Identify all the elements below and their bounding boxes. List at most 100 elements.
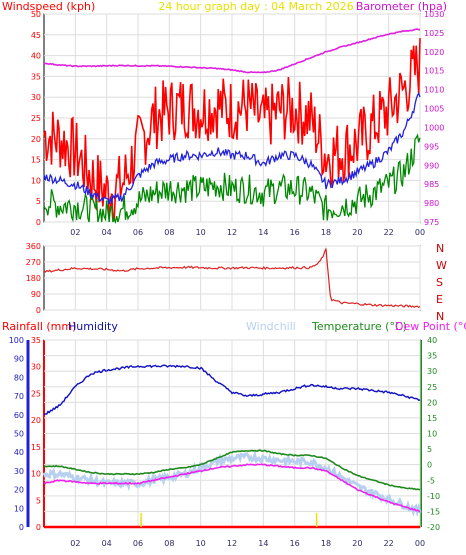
direction-tick-label: 0 (36, 306, 41, 315)
temperature-tick-label: 15 (427, 414, 437, 423)
windspeed-tick-label: 50 (31, 10, 41, 19)
windspeed-tick-label: 10 (31, 176, 41, 185)
windspeed-tick-label: 35 (31, 72, 41, 81)
compass-letter: N (436, 242, 444, 255)
humidity-tick-label: 30 (14, 467, 24, 476)
rainfall-axis-title: Rainfall (mm) (2, 320, 76, 333)
humidity-tick-label: 90 (14, 355, 24, 364)
humidity-tick-label: 0 (19, 523, 24, 532)
windspeed-average-series (43, 91, 421, 205)
temperature-tick-label: 5 (427, 445, 432, 454)
rain-tick-label: 25 (31, 389, 41, 398)
rain-tick-label: 20 (31, 416, 41, 425)
humidity-axis-title: Humidity (68, 320, 118, 333)
humidity-tick-label: 70 (14, 392, 24, 401)
temp-time-tick-label: 00 (415, 539, 425, 548)
temp-time-tick-label: 20 (352, 539, 362, 548)
wind-time-tick-label: 20 (352, 228, 362, 237)
windspeed-tick-label: 15 (31, 156, 41, 165)
temperature-series (43, 449, 421, 491)
compass-letter: W (436, 259, 447, 272)
temp-time-tick-label: 14 (258, 539, 268, 548)
barometer-tick-label: 1015 (424, 67, 444, 76)
humidity-tick-label: 50 (14, 430, 24, 439)
wind-pressure-ticks: 0510152025303540455097598098599099510001… (31, 10, 445, 237)
temp-humidity-series (42, 364, 422, 529)
wind-time-tick-label: 22 (384, 228, 394, 237)
wind-pressure-series (43, 28, 421, 225)
rain-tick-label: 10 (31, 470, 41, 479)
rain-tick-label: 0 (36, 523, 41, 532)
compass-letter: E (436, 293, 443, 306)
temp-humidity-ticks: -20-15-10-505101520253035400102030405060… (9, 336, 440, 548)
barometer-tick-label: 990 (424, 161, 439, 170)
temp-time-tick-label: 22 (384, 539, 394, 548)
barometer-tick-label: 1030 (424, 10, 444, 19)
windspeed-tick-label: 20 (31, 135, 41, 144)
windspeed-tick-label: 25 (31, 114, 41, 123)
barometer-axis-title: Barometer (hpa) (356, 0, 447, 13)
temperature-tick-label: -5 (427, 476, 435, 485)
barometer-tick-label: 1010 (424, 86, 444, 95)
windspeed-tick-label: 0 (36, 218, 41, 227)
barometer-tick-label: 1000 (424, 123, 444, 132)
humidity-tick-label: 80 (14, 373, 24, 382)
temperature-tick-label: -15 (427, 507, 440, 516)
temp-time-tick-label: 18 (321, 539, 331, 548)
temp-time-tick-label: 08 (164, 539, 174, 548)
wind-time-tick-label: 12 (227, 228, 237, 237)
barometer-tick-label: 1020 (424, 48, 444, 57)
wind-time-tick-label: 06 (133, 228, 143, 237)
wind-time-tick-label: 18 (321, 228, 331, 237)
temp-time-tick-label: 16 (290, 539, 300, 548)
temperature-legend: Temperature (°C) (311, 320, 407, 333)
wind-time-tick-label: 16 (290, 228, 300, 237)
rain-tick-label: 30 (31, 363, 41, 372)
temp-time-tick-label: 10 (196, 539, 206, 548)
temperature-tick-label: -20 (427, 523, 440, 532)
temperature-tick-label: 20 (427, 398, 437, 407)
rain-tick-label: 35 (31, 336, 41, 345)
wind-time-tick-label: 04 (102, 228, 112, 237)
wind-direction-series (43, 248, 421, 309)
humidity-tick-label: 10 (14, 504, 24, 513)
direction-tick-label: 90 (31, 290, 41, 299)
windspeed-tick-label: 30 (31, 93, 41, 102)
windspeed-gust-series (43, 38, 421, 222)
wind-time-tick-label: 14 (258, 228, 268, 237)
humidity-tick-label: 20 (14, 486, 24, 495)
direction-tick-label: 360 (26, 242, 41, 251)
windspeed-axis-title: Windspeed (kph) (2, 0, 95, 13)
compass-letter: N (436, 310, 444, 323)
temperature-tick-label: 40 (427, 336, 437, 345)
humidity-series (43, 364, 421, 416)
windchill-series (42, 449, 422, 518)
wind-time-tick-label: 02 (70, 228, 80, 237)
humidity-tick-label: 60 (14, 411, 24, 420)
barometer-tick-label: 1005 (424, 105, 444, 114)
temperature-tick-label: -10 (427, 492, 440, 501)
windspeed-low-series (43, 133, 421, 225)
temp-time-tick-label: 12 (227, 539, 237, 548)
windspeed-tick-label: 45 (31, 31, 41, 40)
temp-time-tick-label: 04 (102, 539, 112, 548)
temp-time-tick-label: 06 (133, 539, 143, 548)
dewpoint-legend: Dew Point (°C) (395, 320, 466, 333)
barometer-tick-label: 1025 (424, 29, 444, 38)
temperature-tick-label: 35 (427, 352, 437, 361)
rain-tick-label: 5 (36, 496, 41, 505)
direction-tick-label: 180 (26, 274, 41, 283)
wind-direction-grid (44, 245, 421, 311)
temperature-tick-label: 30 (427, 367, 437, 376)
direction-tick-label: 270 (26, 258, 41, 267)
temperature-tick-label: 0 (427, 461, 432, 470)
dewpoint-series (43, 463, 421, 513)
compass-letter: S (436, 276, 443, 289)
wind-time-tick-label: 08 (164, 228, 174, 237)
windspeed-tick-label: 5 (36, 197, 41, 206)
humidity-tick-label: 40 (14, 448, 24, 457)
wind-time-tick-label: 00 (415, 228, 425, 237)
temp-time-tick-label: 02 (70, 539, 80, 548)
